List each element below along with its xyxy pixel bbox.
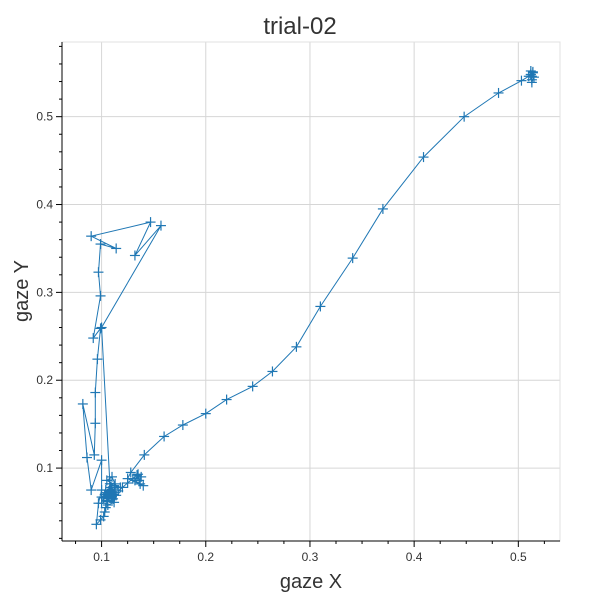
data-point-marker	[117, 482, 128, 493]
data-point-marker	[90, 387, 101, 398]
data-point-marker	[377, 203, 388, 214]
data-point-marker	[107, 471, 118, 482]
data-point-marker	[88, 333, 99, 344]
data-point-marker	[92, 354, 103, 365]
data-point-marker	[129, 475, 140, 486]
data-point-marker	[291, 341, 302, 352]
data-point-marker	[125, 467, 136, 478]
data-point-marker	[133, 469, 144, 480]
data-point-marker	[86, 485, 97, 496]
data-point-marker	[109, 480, 120, 491]
data-point-marker	[155, 220, 166, 231]
x-tick-label: 0.1	[93, 550, 110, 564]
data-point-marker	[99, 507, 110, 518]
data-point-marker	[138, 480, 149, 491]
x-tick-label: 0.3	[302, 550, 319, 564]
x-axis-label: gaze X	[280, 571, 342, 593]
data-point-marker	[82, 452, 93, 463]
y-axis-ticks: 0.1 0.2 0.3 0.4 0.5	[36, 45, 62, 539]
data-point-marker	[96, 455, 107, 466]
data-point-marker	[110, 478, 121, 489]
data-point-marker	[93, 498, 104, 509]
data-point-marker	[111, 490, 122, 501]
data-point-marker	[96, 322, 107, 333]
data-point-marker	[93, 267, 104, 278]
data-point-marker	[159, 431, 170, 442]
data-point-marker	[111, 243, 122, 254]
data-point-marker	[77, 398, 88, 409]
y-tick-label: 0.2	[36, 373, 53, 387]
y-tick-label: 0.5	[36, 110, 53, 124]
data-point-marker	[493, 87, 504, 98]
data-point-marker	[102, 499, 113, 510]
grid-lines	[62, 42, 560, 541]
y-tick-label: 0.1	[36, 461, 53, 475]
data-point-marker	[139, 449, 150, 460]
data-point-marker	[91, 519, 102, 530]
data-point-marker	[132, 470, 143, 481]
data-point-marker	[221, 394, 232, 405]
data-point-marker	[95, 514, 106, 525]
data-point-marker	[516, 75, 527, 86]
series-gaze	[77, 65, 539, 530]
x-tick-label: 0.4	[406, 550, 423, 564]
data-point-marker	[101, 495, 112, 506]
data-point-marker	[129, 250, 140, 261]
y-tick-label: 0.3	[36, 285, 53, 299]
data-point-marker	[90, 418, 101, 429]
data-point-marker	[122, 473, 133, 484]
x-tick-label: 0.2	[197, 550, 214, 564]
data-point-marker	[86, 231, 97, 242]
data-point-marker	[347, 253, 358, 264]
data-point-marker	[109, 497, 120, 508]
data-point-marker	[200, 408, 211, 419]
data-point-marker	[315, 301, 326, 312]
data-point-marker	[527, 66, 538, 77]
data-point-marker	[89, 449, 100, 460]
chart-title: trial-02	[263, 13, 336, 40]
data-point-marker	[526, 71, 537, 82]
x-axis-ticks: 0.1 0.2 0.3 0.4 0.5	[75, 541, 545, 564]
x-tick-label: 0.5	[510, 550, 527, 564]
data-point-marker	[459, 111, 470, 122]
data-point-marker	[418, 152, 429, 163]
data-point-marker	[145, 217, 156, 228]
data-point-marker	[525, 69, 536, 80]
data-point-marker	[101, 475, 112, 486]
data-point-marker	[95, 290, 106, 301]
data-point-marker	[95, 323, 106, 334]
data-point-marker	[247, 381, 258, 392]
data-point-marker	[267, 366, 278, 377]
y-axis-label: gaze Y	[11, 260, 33, 322]
data-point-marker	[177, 420, 188, 431]
data-point-marker	[96, 485, 107, 496]
data-point-marker	[95, 239, 106, 250]
y-tick-label: 0.4	[36, 198, 53, 212]
data-point-marker	[100, 502, 111, 513]
series-line	[82, 70, 535, 526]
